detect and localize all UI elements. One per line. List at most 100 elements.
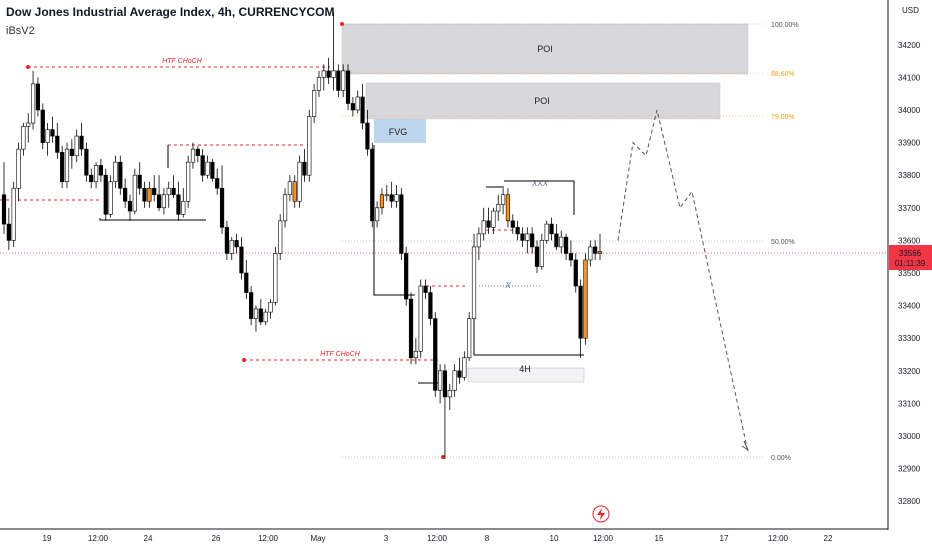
candle[interactable] [64, 142, 70, 189]
candle[interactable] [171, 175, 176, 199]
candle[interactable] [457, 357, 462, 384]
candle[interactable] [103, 168, 108, 221]
candle[interactable] [239, 237, 244, 280]
poi-zone-lower[interactable] [365, 82, 721, 120]
candle[interactable] [554, 224, 559, 251]
candle[interactable] [476, 227, 481, 260]
candle[interactable] [137, 162, 142, 195]
candle[interactable] [481, 207, 486, 241]
candle[interactable] [50, 116, 55, 143]
candle[interactable] [26, 113, 31, 143]
candle[interactable] [282, 188, 288, 228]
candle[interactable] [539, 233, 544, 270]
candle[interactable] [11, 181, 16, 247]
candle[interactable] [93, 162, 99, 189]
candle[interactable] [1, 162, 7, 234]
candle[interactable] [394, 184, 399, 208]
candle[interactable] [486, 207, 491, 234]
candle[interactable] [496, 194, 501, 221]
candle[interactable] [500, 188, 506, 215]
candle[interactable] [190, 142, 196, 169]
candle[interactable] [423, 279, 428, 300]
candle[interactable] [69, 139, 74, 169]
candle[interactable] [355, 90, 360, 114]
candle[interactable] [181, 188, 186, 218]
candle[interactable] [60, 145, 65, 189]
candle[interactable] [462, 351, 467, 381]
candle[interactable] [413, 338, 418, 365]
candle[interactable] [467, 312, 472, 362]
candle[interactable] [147, 181, 152, 208]
candle[interactable] [510, 214, 515, 234]
candle[interactable] [224, 220, 229, 260]
candle[interactable] [186, 155, 191, 208]
candle[interactable] [210, 158, 215, 182]
candle[interactable] [79, 123, 84, 156]
candle[interactable] [268, 299, 273, 319]
candle[interactable] [123, 178, 128, 208]
flash-icon[interactable] [592, 505, 610, 523]
candle[interactable] [30, 70, 36, 130]
candle[interactable] [345, 64, 351, 110]
candle[interactable] [156, 175, 162, 212]
candle[interactable] [360, 83, 365, 130]
candle[interactable] [326, 57, 331, 84]
candle[interactable] [176, 181, 181, 221]
candle[interactable] [447, 383, 452, 410]
candle[interactable] [229, 237, 234, 260]
candle[interactable] [287, 175, 292, 202]
candle[interactable] [549, 217, 554, 241]
candle[interactable] [365, 110, 370, 156]
candle[interactable] [55, 123, 60, 159]
candle[interactable] [544, 220, 549, 244]
candle[interactable] [375, 201, 380, 228]
candle[interactable] [152, 175, 157, 202]
candle[interactable] [399, 188, 404, 260]
candle[interactable] [408, 292, 414, 365]
candle[interactable] [379, 188, 385, 215]
candle[interactable] [336, 64, 341, 97]
candle[interactable] [278, 214, 283, 260]
candle[interactable] [258, 299, 263, 326]
candle[interactable] [568, 240, 574, 267]
candle[interactable] [84, 142, 89, 182]
candle[interactable] [307, 110, 312, 182]
candle[interactable] [40, 103, 45, 150]
time-axis[interactable]: 19 12:00 24 26 12:00 May 3 12:00 8 10 12:00 15 17 12:… [0, 528, 888, 543]
range-4h-box[interactable] [467, 367, 585, 383]
candle[interactable] [195, 145, 200, 163]
candle[interactable] [302, 149, 307, 182]
candle[interactable] [321, 64, 326, 91]
candle[interactable] [588, 240, 593, 267]
candle[interactable] [530, 227, 535, 254]
candle[interactable] [384, 184, 389, 202]
candle[interactable] [127, 194, 133, 221]
candle[interactable] [471, 233, 477, 326]
candle[interactable] [404, 246, 409, 306]
candle[interactable] [341, 64, 346, 97]
candle[interactable] [161, 188, 167, 215]
candle[interactable] [253, 305, 259, 332]
candle[interactable] [74, 129, 79, 163]
candle[interactable] [142, 181, 147, 208]
candle[interactable] [428, 286, 433, 326]
candle[interactable] [263, 308, 268, 326]
candle[interactable] [491, 207, 496, 234]
candle[interactable] [520, 227, 525, 247]
candle[interactable] [442, 364, 448, 459]
candle[interactable] [370, 142, 375, 228]
candle[interactable] [573, 253, 578, 293]
candle[interactable] [437, 364, 443, 404]
candle[interactable] [21, 123, 26, 156]
fib-levels[interactable]: 100.00% 88.60% 79.00% 50.00% 0.00% [342, 22, 799, 462]
candle[interactable] [534, 240, 540, 273]
candle[interactable] [16, 142, 21, 202]
candle[interactable] [312, 83, 317, 124]
projection-path[interactable] [617, 109, 749, 453]
candle[interactable] [215, 168, 220, 195]
price-axis[interactable]: USD 342003410034000339003380033700336003… [887, 0, 921, 530]
candle[interactable] [559, 230, 564, 254]
candle[interactable] [389, 181, 394, 208]
candle[interactable] [297, 155, 302, 208]
